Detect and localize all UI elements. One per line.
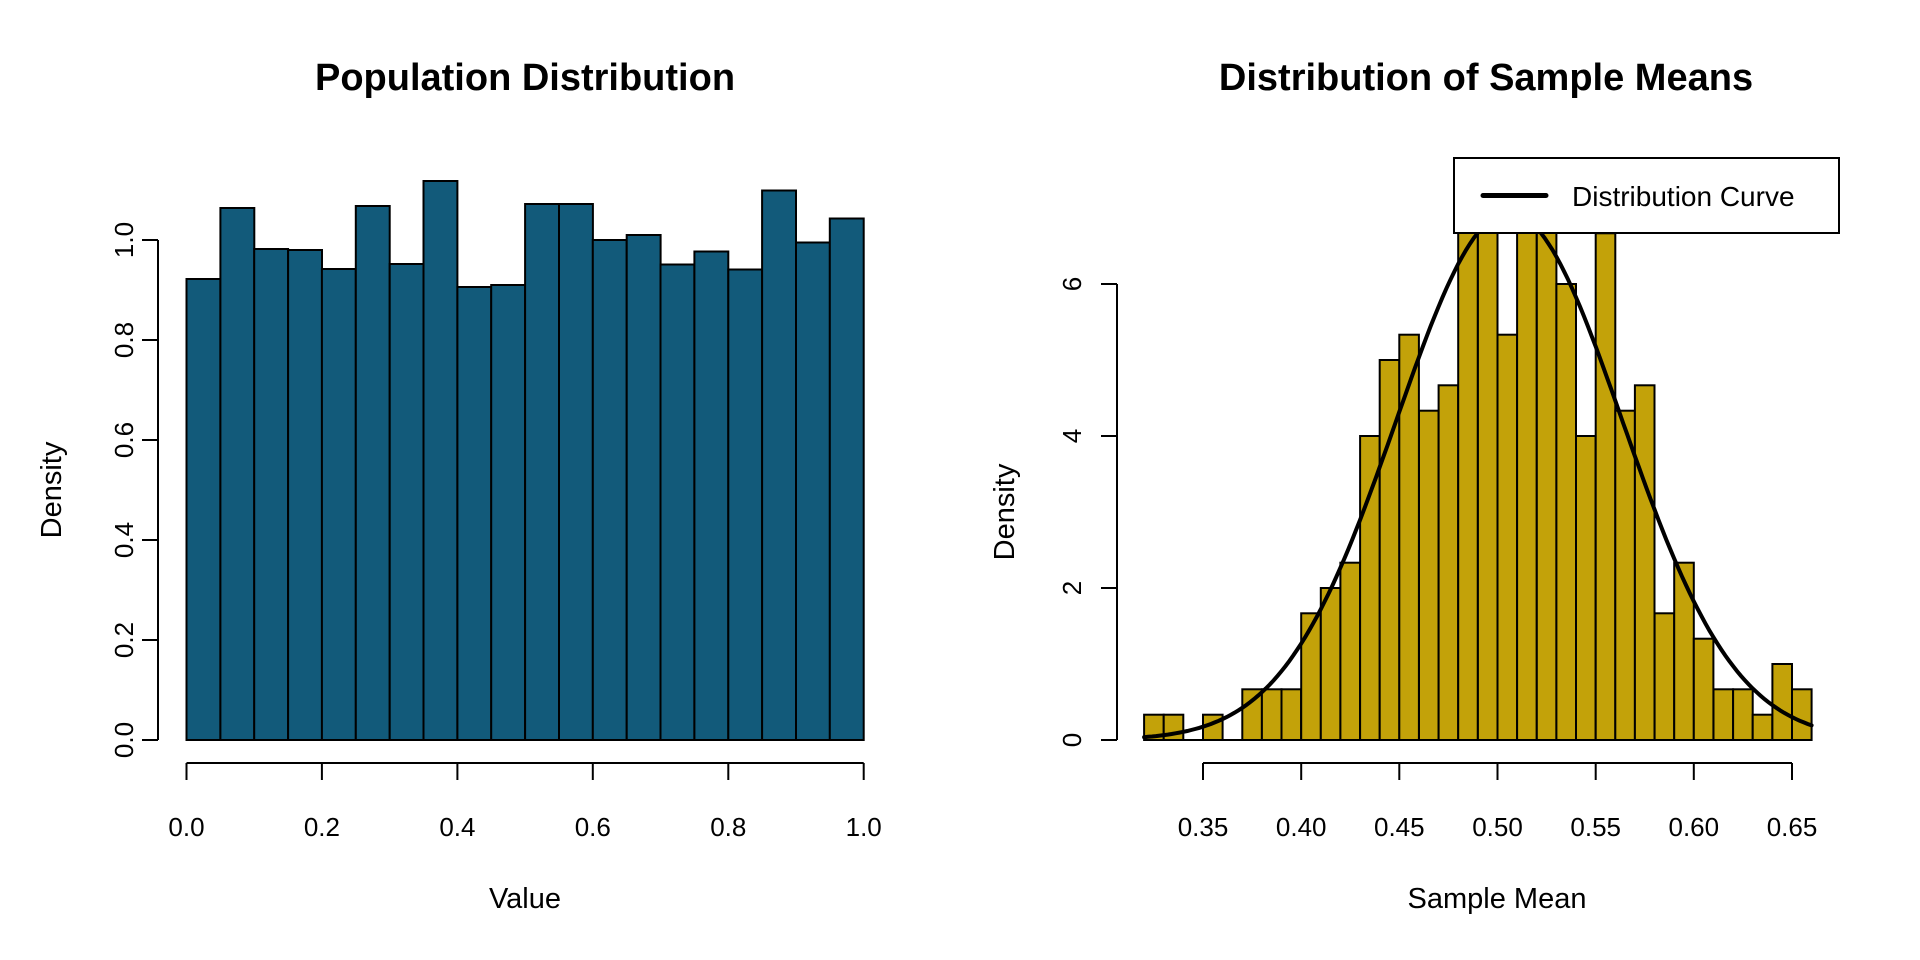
histogram-bar [1732, 688, 1754, 741]
histogram-bar [1398, 333, 1420, 741]
histogram-bar [1280, 688, 1303, 741]
histogram-bar [727, 268, 764, 741]
histogram-bar [219, 207, 256, 741]
population-histogram-panel: 0.0 0.2 0.4 0.6 0.8 1.0 0.0 0.2 0.4 0.6 0.8 1.0 Dens… [36, 57, 882, 915]
histogram-bar [761, 189, 797, 741]
x-tick-label: 0.2 [304, 812, 340, 842]
histogram-bar [1516, 207, 1538, 741]
histogram-bar [558, 203, 594, 741]
x-tick-label: 0.50 [1472, 812, 1523, 842]
histogram-bar [1791, 688, 1813, 741]
histogram-bar [1496, 333, 1519, 741]
population-histogram-bars [185, 180, 865, 741]
chart-title: Distribution of Sample Means [1219, 57, 1753, 99]
sample-means-histogram-y-axis: 0 2 4 6 [1057, 277, 1118, 747]
x-axis-title: Sample Mean [1408, 883, 1587, 915]
sample-means-histogram-panel: 0 2 4 6 0.35 0.40 0.45 0.50 0.55 0.60 0.65 Density S… [989, 57, 1840, 915]
y-tick-label: 0.8 [109, 322, 139, 358]
histogram-bar [287, 249, 324, 741]
legend-label: Distribution Curve [1572, 181, 1795, 212]
histogram-bar [693, 250, 730, 741]
y-axis-title: Density [989, 463, 1021, 560]
x-tick-label: 0.4 [439, 812, 475, 842]
histogram-bar [490, 284, 527, 741]
histogram-bar [1673, 561, 1695, 742]
histogram-bar [524, 203, 560, 741]
histogram-bar [388, 263, 425, 741]
x-tick-label: 0.0 [168, 812, 204, 842]
x-tick-label: 0.40 [1276, 812, 1327, 842]
histogram-bar [354, 205, 391, 741]
histogram-bar [795, 241, 831, 741]
histogram-bar [1692, 637, 1715, 742]
histogram-bar [1614, 409, 1636, 741]
histogram-bar [1555, 283, 1578, 741]
y-tick-label: 0.4 [109, 522, 139, 558]
histogram-bar [1575, 435, 1597, 741]
y-tick-label: 0 [1057, 733, 1087, 747]
x-tick-label: 0.35 [1178, 812, 1229, 842]
histogram-bar [253, 248, 290, 741]
x-tick-label: 0.45 [1374, 812, 1425, 842]
legend: Distribution Curve [1453, 157, 1840, 234]
chart-title: Population Distribution [315, 57, 735, 99]
x-tick-label: 0.8 [710, 812, 746, 842]
y-tick-label: 0.6 [109, 422, 139, 458]
histogram-bar [1260, 688, 1283, 741]
sample-means-histogram-x-axis: 0.35 0.40 0.45 0.50 0.55 0.60 0.65 [1178, 762, 1818, 842]
y-tick-label: 1.0 [109, 222, 139, 258]
x-tick-label: 0.60 [1668, 812, 1719, 842]
histogram-bar [659, 263, 696, 741]
histogram-bar [1457, 207, 1479, 741]
histogram-bar [320, 268, 357, 741]
y-tick-label: 6 [1057, 277, 1087, 291]
x-tick-label: 1.0 [846, 812, 882, 842]
histogram-bar [1319, 587, 1342, 741]
y-tick-label: 4 [1057, 429, 1087, 443]
population-histogram-y-axis: 0.0 0.2 0.4 0.6 0.8 1.0 [109, 222, 159, 758]
histogram-bar [1653, 612, 1676, 741]
sample-means-histogram-bars [1143, 181, 1813, 742]
histogram-bar [1535, 181, 1558, 741]
histogram-bar [456, 286, 493, 741]
histogram-bar [422, 180, 459, 741]
histogram-bar [828, 217, 865, 741]
histogram-bar [1359, 435, 1381, 741]
histogram-bar [1771, 663, 1794, 741]
x-tick-label: 0.55 [1570, 812, 1621, 842]
histogram-bar [625, 234, 662, 741]
histogram-bar [185, 278, 222, 741]
histogram-bar [1633, 384, 1656, 741]
y-axis-title: Density [36, 441, 68, 538]
x-tick-label: 0.6 [575, 812, 611, 842]
histogram-bar [1712, 688, 1735, 741]
y-tick-label: 2 [1057, 581, 1087, 595]
x-tick-label: 0.65 [1767, 812, 1818, 842]
histogram-bar [1476, 181, 1499, 741]
histogram-bar [1339, 561, 1362, 742]
histogram-bar [1751, 713, 1774, 742]
y-tick-label: 0.0 [109, 722, 139, 758]
x-axis-title: Value [489, 883, 561, 915]
y-tick-label: 0.2 [109, 622, 139, 658]
population-histogram-x-axis: 0.0 0.2 0.4 0.6 0.8 1.0 [168, 762, 882, 842]
histogram-bar [1418, 409, 1440, 741]
histogram-bar [1437, 384, 1460, 741]
histogram-bar [1594, 232, 1617, 742]
histogram-bar [591, 239, 628, 741]
histogram-bar [1300, 612, 1322, 741]
